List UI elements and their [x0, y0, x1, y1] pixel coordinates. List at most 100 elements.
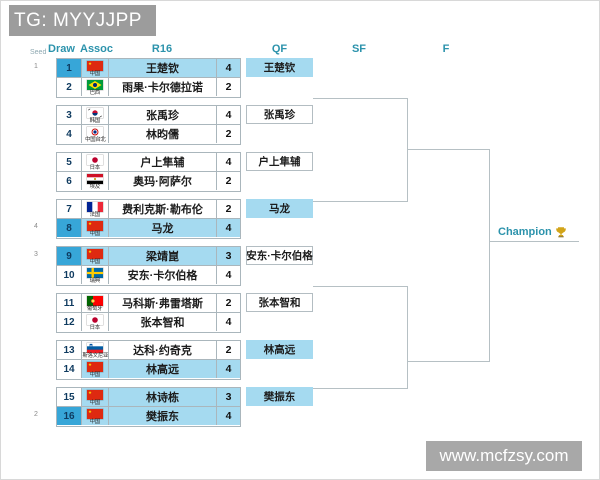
r16-pair: 11 葡萄牙 马科斯·弗雷塔斯 2 12 日本 张本智和 4 [56, 293, 241, 333]
draw-number: 14 [57, 360, 82, 378]
flag-se-icon [87, 267, 103, 278]
flag-kr-icon [87, 107, 103, 118]
r16-row: 2 巴西 雨果·卡尔德拉诺 2 [57, 78, 240, 96]
match-score: 4 [217, 219, 240, 237]
match-score: 2 [225, 128, 232, 140]
draw-number: 15 [57, 388, 82, 406]
draw-number: 9 [57, 247, 82, 265]
draw-number: 4 [57, 125, 82, 143]
player-name: 费利克斯·勒布伦 [109, 200, 217, 218]
assoc-cell: 斯洛文尼亚 [82, 341, 109, 359]
player-name: 林高远 [109, 360, 217, 378]
assoc-cell: 瑞典 [82, 266, 109, 284]
bracket-line [313, 286, 407, 287]
flag-cn-icon [87, 220, 103, 231]
assoc-cell: 中国 [82, 360, 109, 378]
draw-number: 16 [57, 407, 82, 425]
champion-text: Champion [498, 225, 552, 238]
column-header-seed: Seed [30, 49, 47, 56]
flag-cn-icon [87, 389, 103, 400]
qf-player: 林高远 [246, 340, 313, 359]
flag-fr-icon [87, 201, 103, 212]
champion-label: Champion [498, 224, 567, 239]
r16-pair: 15 中国 林诗栋 3 16 中国 樊振东 4 [56, 387, 241, 427]
qf-player: 户上隼辅 [246, 152, 313, 171]
flag-br-icon [87, 79, 103, 90]
draw-number: 1 [57, 59, 82, 77]
assoc-label: 日本 [89, 164, 101, 171]
r16-row: 10 瑞典 安东·卡尔伯格 4 [57, 266, 240, 284]
player-name: 雨果·卡尔德拉诺 [109, 78, 217, 96]
match-score: 4 [225, 109, 232, 121]
assoc-label: 中国 [89, 371, 101, 378]
r16-row: 8 中国 马龙 4 [57, 219, 240, 237]
assoc-cell: 葡萄牙 [82, 294, 109, 312]
draw-number: 13 [57, 341, 82, 359]
draw-number: 7 [57, 200, 82, 218]
column-header-f: F [442, 43, 450, 55]
assoc-cell: 巴西 [82, 78, 109, 96]
match-score: 2 [225, 81, 232, 93]
assoc-cell: 中国 [82, 59, 109, 77]
assoc-cell: 韩国 [82, 106, 109, 124]
bracket-line [313, 388, 407, 389]
player-name: 林昀儒 [109, 125, 217, 143]
flag-eg-icon [87, 173, 103, 184]
match-score: 2 [225, 344, 232, 356]
player-name: 马龙 [109, 219, 217, 237]
trophy-icon [555, 226, 566, 237]
flag-cn-icon [87, 248, 103, 259]
match-score: 2 [225, 175, 232, 187]
assoc-cell: 埃及 [82, 172, 109, 190]
assoc-label: 瑞典 [89, 277, 101, 284]
player-name: 樊振东 [109, 407, 217, 425]
assoc-label: 葡萄牙 [87, 305, 103, 312]
qf-player: 马龙 [246, 199, 313, 218]
assoc-label: 中国 [89, 70, 101, 77]
assoc-label: 法国 [89, 211, 101, 218]
player-name: 王楚钦 [109, 59, 217, 77]
r16-row: 16 中国 樊振东 4 [57, 407, 240, 425]
assoc-cell: 中国 [82, 407, 109, 425]
assoc-label: 巴西 [89, 89, 101, 96]
assoc-cell: 中国 [82, 247, 109, 265]
r16-row: 14 中国 林高远 4 [57, 360, 240, 378]
qf-player: 张本智和 [246, 293, 313, 312]
assoc-cell: 法国 [82, 200, 109, 218]
r16-row: 9 中国 梁靖崑 3 [57, 247, 240, 266]
bracket-line [407, 98, 408, 202]
draw-number: 10 [57, 266, 82, 284]
r16-row: 4 中国台北 林昀儒 2 [57, 125, 240, 143]
assoc-label: 埃及 [89, 183, 101, 190]
r16-pair: 3 韩国 张禹珍 4 4 中国台北 林昀儒 2 [56, 105, 241, 145]
draw-number: 5 [57, 153, 82, 171]
assoc-label: 中国 [89, 418, 101, 425]
player-name: 奥玛·阿萨尔 [109, 172, 217, 190]
player-name: 张本智和 [109, 313, 217, 331]
bracket-line [489, 149, 490, 362]
match-score: 4 [225, 156, 232, 168]
match-score: 4 [217, 407, 240, 425]
assoc-label: 中国 [89, 258, 101, 265]
r16-row: 5 日本 户上隼辅 4 [57, 153, 240, 172]
assoc-label: 斯洛文尼亚 [82, 352, 108, 359]
assoc-label: 中国 [89, 230, 101, 237]
player-name: 梁靖崑 [109, 247, 217, 265]
seed-number: 3 [34, 251, 38, 258]
bracket-line [313, 98, 407, 99]
r16-row: 12 日本 张本智和 4 [57, 313, 240, 331]
match-score: 4 [217, 360, 240, 378]
flag-tw-icon [87, 126, 103, 137]
assoc-cell: 中国 [82, 388, 109, 406]
assoc-cell: 中国 [82, 219, 109, 237]
draw-number: 8 [57, 219, 82, 237]
r16-pair: 1 中国 王楚钦 4 2 巴西 雨果·卡尔德拉诺 2 [56, 58, 241, 98]
assoc-label: 中国台北 [84, 136, 106, 143]
match-score: 2 [225, 203, 232, 215]
assoc-label: 韩国 [89, 117, 101, 124]
draw-number: 11 [57, 294, 82, 312]
bracket-line [313, 201, 407, 202]
assoc-cell: 中国台北 [82, 125, 109, 143]
seed-number: 1 [34, 63, 38, 70]
